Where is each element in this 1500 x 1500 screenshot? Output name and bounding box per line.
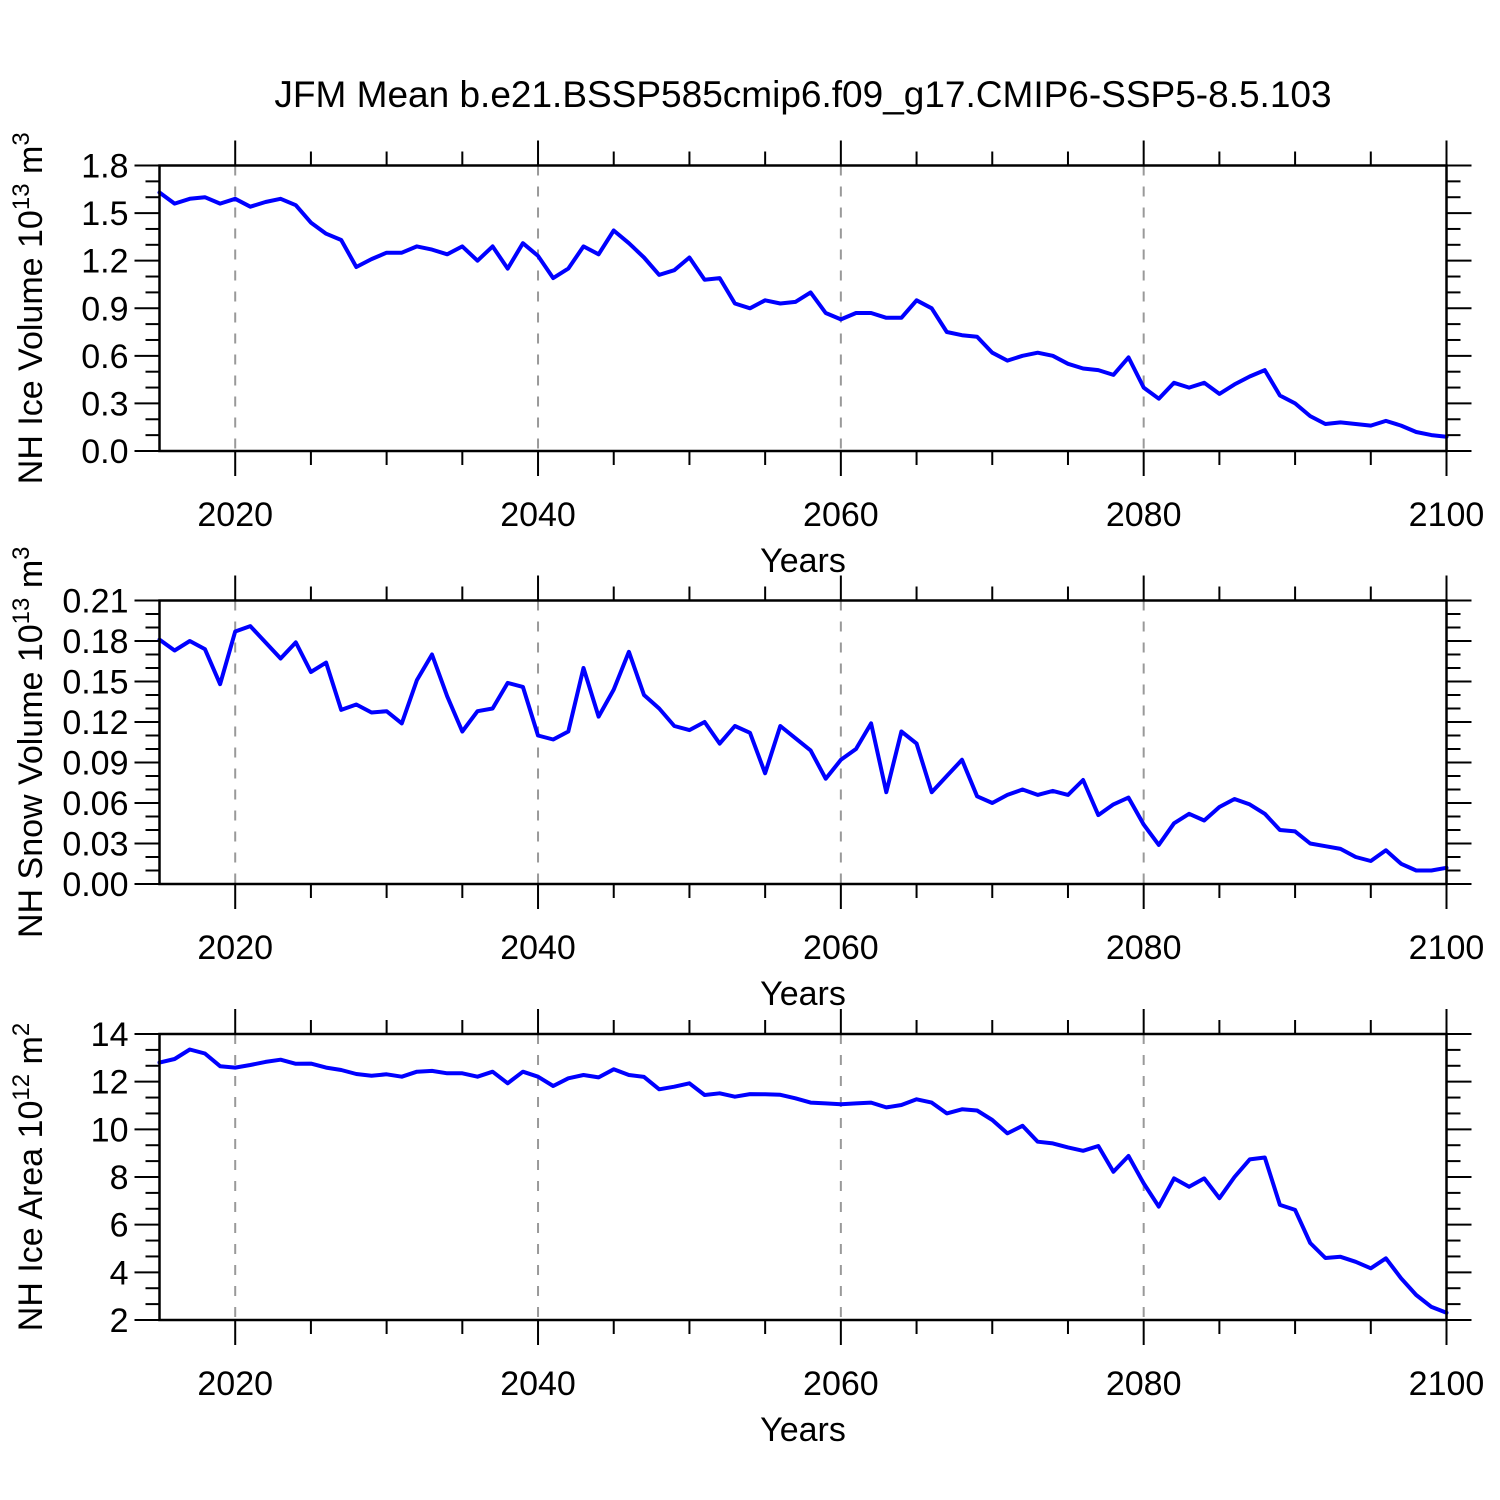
- x-tick-label: 2060: [803, 496, 879, 534]
- x-tick-label: 2020: [197, 929, 273, 967]
- y-tick-label: 1.5: [81, 195, 128, 233]
- y-tick-label: 1.8: [81, 148, 128, 186]
- y-tick-label: 6: [110, 1207, 129, 1245]
- x-tick-label: 2100: [1409, 496, 1485, 534]
- x-tick-label: 2100: [1409, 929, 1485, 967]
- x-tick-label: 2080: [1106, 496, 1182, 534]
- plot-box: [158, 599, 1448, 886]
- x-tick-label: 2040: [500, 1365, 576, 1403]
- x-tick-label: 2040: [500, 929, 576, 967]
- y-tick-label: 0.6: [81, 338, 128, 376]
- y-tick-label: 2: [110, 1302, 129, 1340]
- panel-3: 2020 2040 2060 2080 2100 2 4 6 8 10 12 14 Years NH Ic…: [8, 1009, 1484, 1449]
- x-tick-label: 2080: [1106, 1365, 1182, 1403]
- y-tick-label: 0.21: [62, 583, 128, 621]
- x-tick-label: 2040: [500, 496, 576, 534]
- y-tick-label: 4: [110, 1254, 129, 1292]
- series-line: [157, 624, 1449, 873]
- y-tick-label: 0.12: [62, 704, 128, 742]
- plot-box: [158, 1032, 1448, 1322]
- series-line: [157, 1047, 1449, 1315]
- series-line: [157, 190, 1449, 439]
- y-tick-label: 12: [91, 1064, 129, 1102]
- y-tick-label: 14: [91, 1016, 129, 1054]
- x-tick-label: 2060: [803, 929, 879, 967]
- y-tick-label: 0.0: [81, 433, 128, 471]
- y-tick-label: 0.06: [62, 785, 128, 823]
- x-tick-label: 2020: [197, 496, 273, 534]
- x-tick-label: 2060: [803, 1365, 879, 1403]
- y-axis-title: NH Ice Area 1012 m2: [8, 1023, 50, 1331]
- panel-1: 2020 2040 2060 2080 2100 0.0 0.3 0.6 0.9 1.2 1.5 1.…: [8, 132, 1484, 580]
- x-tick-label: 2020: [197, 1365, 273, 1403]
- y-tick-label: 0.3: [81, 385, 128, 423]
- plot-box: [158, 164, 1448, 453]
- y-tick-label: 0.15: [62, 664, 128, 702]
- y-tick-label: 0.00: [62, 866, 128, 904]
- y-tick-label: 0.09: [62, 745, 128, 783]
- x-axis-title: Years: [760, 542, 846, 580]
- y-axis-title: NH Ice Volume 1013 m3: [8, 132, 50, 484]
- y-tick-label: 10: [91, 1111, 129, 1149]
- y-axis-title: NH Snow Volume 1013 m3: [8, 546, 50, 938]
- y-tick-label: 0.18: [62, 623, 128, 661]
- panel-2: 2020 2040 2060 2080 2100 0.000.030.060.090.12…: [8, 546, 1484, 1013]
- x-axis-title: Years: [760, 975, 846, 1013]
- x-tick-label: 2100: [1409, 1365, 1485, 1403]
- y-tick-label: 1.2: [81, 243, 128, 281]
- y-tick-label: 8: [110, 1159, 129, 1197]
- x-axis-title: Years: [760, 1411, 846, 1449]
- y-tick-label: 0.03: [62, 826, 128, 864]
- y-tick-label: 0.9: [81, 290, 128, 328]
- chart-title: JFM Mean b.e21.BSSP585cmip6.f09_g17.CMIP…: [274, 74, 1331, 115]
- x-tick-label: 2080: [1106, 929, 1182, 967]
